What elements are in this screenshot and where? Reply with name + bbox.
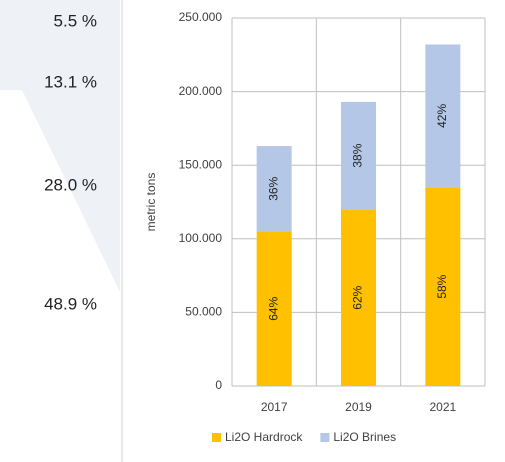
legend-label: Li2O Hardrock [225,430,303,444]
y-tick-label: 100.000 [179,231,223,245]
data-label: 62% [351,285,365,309]
data-label: 38% [351,143,365,167]
y-tick-label: 150.000 [179,157,223,171]
y-tick-label: 250.000 [179,10,223,24]
legend-swatch [212,433,221,442]
bar-segment [341,209,376,386]
bar-segment [256,231,292,386]
data-label: 58% [435,274,449,298]
side-label: 48.9 % [44,294,97,313]
side-panel-shape [0,0,120,292]
y-axis-label: metric tons [144,173,158,232]
y-tick-label: 50.000 [185,305,222,319]
legend-label: Li2O Brines [333,430,396,444]
side-label: 28.0 % [44,175,97,194]
bar-segment [256,146,292,232]
data-label: 42% [435,104,449,128]
side-label: 13.1 % [44,72,97,91]
bar-segment [425,44,461,188]
data-label: 64% [266,296,280,320]
side-label: 5.5 % [54,11,97,30]
data-label: 36% [266,176,280,200]
x-tick-label: 2017 [261,400,288,414]
legend-swatch [320,433,330,442]
y-tick-label: 200.000 [179,84,223,98]
x-tick-label: 2019 [345,400,372,414]
y-tick-label: 0 [215,378,222,392]
x-tick-label: 2021 [429,400,456,414]
bar-segment [341,101,376,210]
bar-segment [425,187,461,386]
